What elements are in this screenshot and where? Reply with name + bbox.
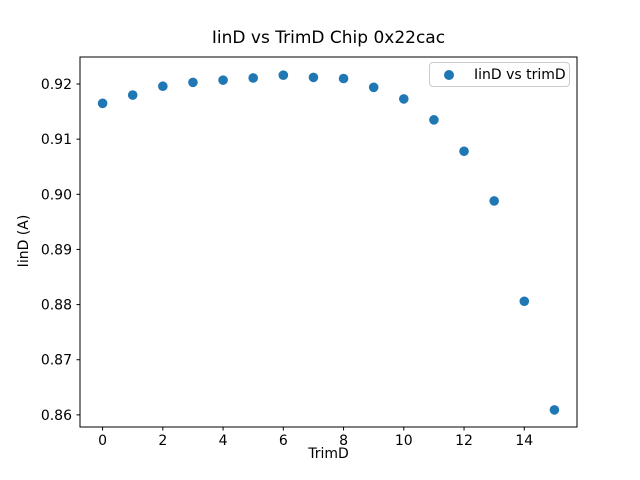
data-point <box>399 94 409 104</box>
y-tick-label: 0.90 <box>41 187 72 203</box>
legend-marker-dot-icon <box>444 69 454 80</box>
x-tick-label: 2 <box>158 433 167 449</box>
data-point <box>127 90 138 100</box>
axes-frame <box>79 56 578 428</box>
x-tick-label: 12 <box>455 433 473 449</box>
y-tick-label: 0.87 <box>41 353 72 369</box>
data-point <box>308 72 319 83</box>
data-point <box>519 296 530 307</box>
data-point <box>459 146 469 157</box>
x-axis-label: TrimD <box>308 446 349 462</box>
y-tick-label: 0.89 <box>41 242 72 258</box>
legend: IinD vs trimD <box>429 62 570 87</box>
x-tick-label: 8 <box>339 433 348 449</box>
data-point <box>248 73 258 83</box>
data-point <box>218 75 228 85</box>
y-tick-label: 0.92 <box>41 77 72 93</box>
x-tick-label: 6 <box>279 433 288 449</box>
chart-title: IinD vs TrimD Chip 0x22cac <box>211 28 446 48</box>
data-point <box>549 405 560 415</box>
y-tick-label: 0.91 <box>41 132 72 148</box>
data-point <box>489 196 499 206</box>
y-axis-label: IinD (A) <box>16 214 32 268</box>
data-point <box>338 73 349 84</box>
y-tick-label: 0.88 <box>41 298 72 314</box>
data-point <box>158 81 168 92</box>
data-point <box>429 115 439 125</box>
x-tick-label: 14 <box>515 433 533 449</box>
data-point <box>188 77 198 88</box>
data-point <box>278 70 289 80</box>
legend-label: IinD vs trimD <box>474 66 566 83</box>
x-tick-label: 0 <box>98 433 107 449</box>
y-tick-label: 0.86 <box>41 408 72 424</box>
data-point <box>97 98 108 109</box>
data-point <box>368 82 379 93</box>
x-tick-label: 4 <box>219 433 228 449</box>
x-tick-label: 10 <box>395 433 413 449</box>
